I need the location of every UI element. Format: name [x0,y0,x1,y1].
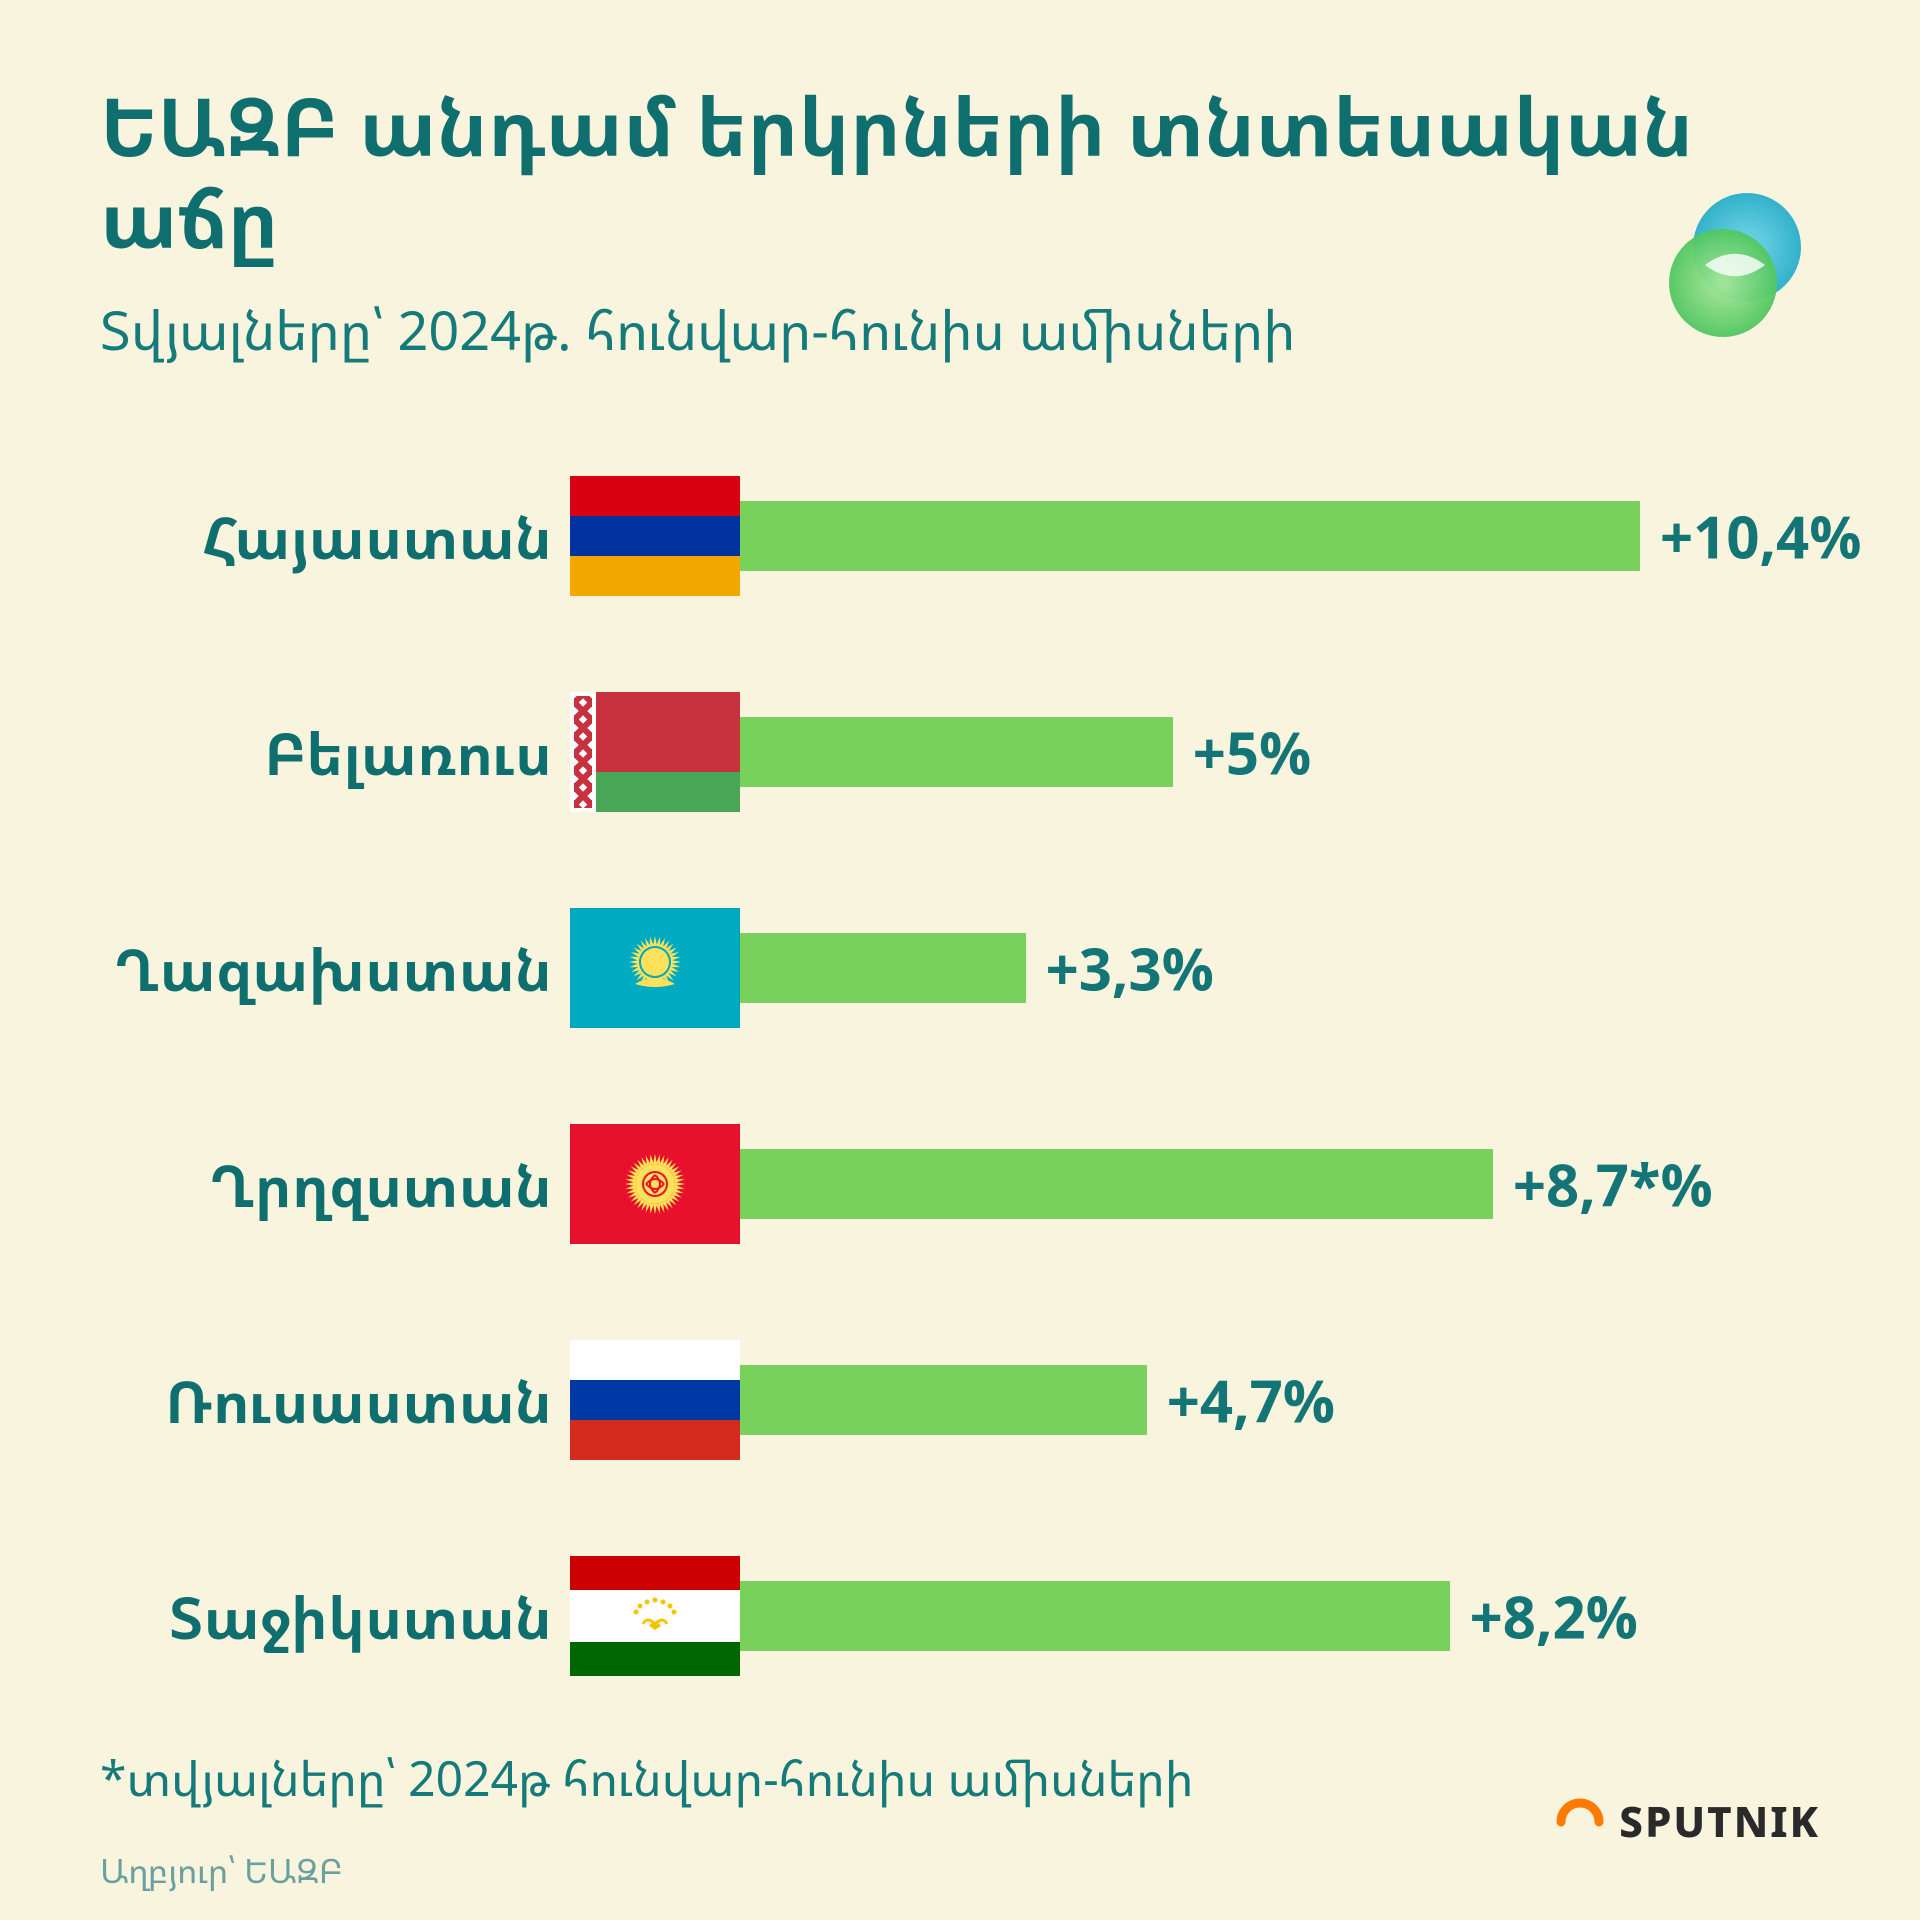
country-label: Հայաստան [100,497,570,576]
bar-container: +8,2% [740,1581,1450,1651]
bar-rows: Հայաստան +10,4% Բելառուս [100,476,1820,1676]
bar-row: Ռուսաստան +4,7% [100,1340,1820,1460]
bar-row: Ղրղզստան +8,7*% [100,1124,1820,1244]
bar-row: Բելառուս +5% [100,692,1820,812]
bar-container: +4,7% [740,1365,1147,1435]
bar [740,1149,1493,1219]
bar-row: Ղազախստան +3,3% [100,908,1820,1028]
value-label: +10,4% [1660,497,1862,576]
country-label: Ռուսաստան [100,1361,570,1440]
flag-armenia-icon [570,476,740,596]
value-label: +8,7*% [1513,1145,1713,1224]
country-label: Բելառուս [100,713,570,792]
sputnik-logo: SPUTNIK [1555,1793,1820,1850]
value-label: +5% [1193,713,1312,792]
bar [740,933,1026,1003]
flag-tajikistan-icon [570,1556,740,1676]
bar-container: +5% [740,717,1173,787]
flag-belarus-icon [570,692,740,812]
bar-container: +10,4% [740,501,1640,571]
bar [740,717,1173,787]
bar [740,501,1640,571]
flag-kazakhstan-icon [570,908,740,1028]
bar-row: Հայաստան +10,4% [100,476,1820,596]
value-label: +8,2% [1470,1577,1638,1656]
flag-kyrgyzstan-icon [570,1124,740,1244]
sputnik-icon [1555,1797,1605,1847]
bar-container: +8,7*% [740,1149,1493,1219]
value-label: +4,7% [1167,1361,1335,1440]
bar-container: +3,3% [740,933,1026,1003]
bar [740,1581,1450,1651]
bar [740,1365,1147,1435]
country-label: Տաջիկստան [100,1577,570,1656]
source-label: Աղբյուր՝ ԵԱԶԲ [100,1847,1820,1893]
infographic-canvas: ԵԱԶԲ անդամ երկրների տնտեսական աճը Տվյալն… [0,0,1920,1920]
page-title: ԵԱԶԲ անդամ երկրների տնտեսական աճը [100,80,1820,264]
eadb-logo-icon [1660,190,1810,340]
bar-row: Տաջիկստան [100,1556,1820,1676]
value-label: +3,3% [1046,929,1214,1008]
country-label: Ղրղզստան [100,1145,570,1224]
flag-russia-icon [570,1340,740,1460]
country-label: Ղազախստան [100,929,570,1008]
page-subtitle: Տվյալները՝ 2024թ. հունվար-հունիս ամիսներ… [100,292,1820,366]
sputnik-text: SPUTNIK [1619,1793,1820,1850]
